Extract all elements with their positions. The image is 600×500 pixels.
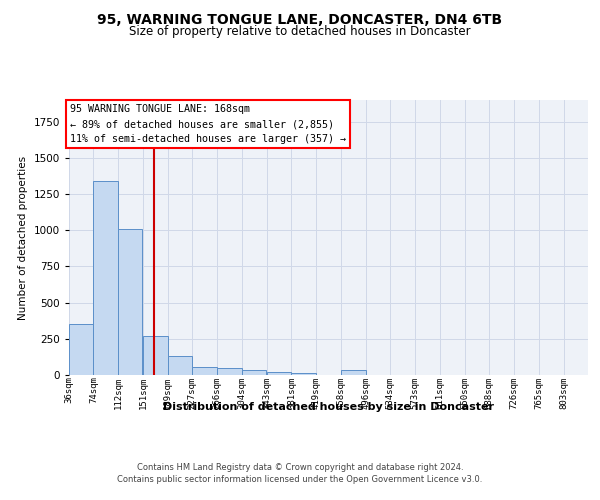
Bar [118, 229, 142, 375]
Text: Size of property relative to detached houses in Doncaster: Size of property relative to detached ho… [129, 25, 471, 38]
Bar [242, 370, 266, 375]
Text: 95 WARNING TONGUE LANE: 168sqm
← 89% of detached houses are smaller (2,855)
11% : 95 WARNING TONGUE LANE: 168sqm ← 89% of … [70, 104, 346, 144]
Bar [143, 336, 167, 375]
Text: Distribution of detached houses by size in Doncaster: Distribution of detached houses by size … [163, 402, 494, 412]
Bar [341, 370, 365, 375]
Y-axis label: Number of detached properties: Number of detached properties [18, 156, 28, 320]
Bar [69, 324, 94, 375]
Text: Contains public sector information licensed under the Open Government Licence v3: Contains public sector information licen… [118, 475, 482, 484]
Text: 95, WARNING TONGUE LANE, DONCASTER, DN4 6TB: 95, WARNING TONGUE LANE, DONCASTER, DN4 … [97, 12, 503, 26]
Bar [292, 373, 316, 375]
Bar [217, 368, 242, 375]
Text: Contains HM Land Registry data © Crown copyright and database right 2024.: Contains HM Land Registry data © Crown c… [137, 462, 463, 471]
Bar [267, 372, 292, 375]
Bar [167, 356, 192, 375]
Bar [192, 367, 217, 375]
Bar [94, 181, 118, 375]
